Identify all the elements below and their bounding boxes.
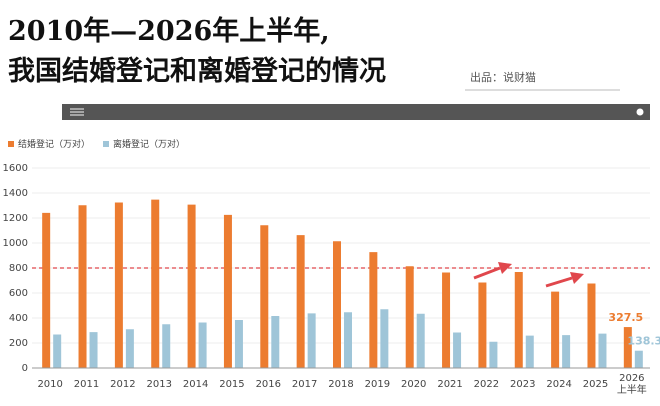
y-tick-label: 1200 (3, 213, 28, 224)
x-tick-label: 2026 上半年 (617, 373, 647, 396)
bar (333, 241, 341, 368)
bar (525, 335, 534, 368)
bar (514, 272, 523, 368)
header-bar (62, 104, 650, 120)
bar (416, 313, 425, 368)
bar (296, 235, 305, 368)
x-tick-label: 2018 (328, 379, 353, 390)
menu-icon (70, 108, 84, 116)
y-tick-label: 400 (9, 313, 28, 324)
bar (223, 214, 232, 368)
legend-label: 离婚登记（万对） (113, 138, 185, 150)
x-tick-label: 2022 (474, 379, 499, 390)
x-tick-label: 2021 (437, 379, 462, 390)
bar (162, 324, 171, 368)
bar (634, 350, 643, 368)
x-tick-label: 2020 (401, 379, 426, 390)
bar (260, 225, 269, 368)
bar (489, 341, 498, 368)
bar (78, 205, 87, 368)
x-tick-label: 2015 (219, 379, 244, 390)
y-tick-label: 1400 (3, 188, 28, 199)
value-label: 138.3 (627, 335, 660, 348)
trend-arrows (473, 262, 584, 288)
bar (369, 252, 378, 368)
bar (271, 316, 280, 368)
bar (114, 202, 123, 368)
legend-swatch (103, 141, 109, 147)
y-tick-label: 0 (22, 363, 28, 374)
x-tick-label: 2019 (365, 379, 390, 390)
y-tick-label: 1000 (3, 238, 28, 249)
bar (198, 322, 207, 368)
bar (234, 320, 243, 368)
x-tick-label: 2014 (183, 379, 208, 390)
value-label: 327.5 (608, 311, 643, 324)
bar (380, 309, 389, 368)
legend-label: 结婚登记（万对） (18, 138, 90, 150)
chart-title: 2010年—2026年上半年, (8, 15, 330, 47)
bar (478, 282, 487, 368)
x-tick-label: 2024 (546, 379, 571, 390)
x-tick-label: 2011 (74, 379, 99, 390)
bar (151, 199, 160, 368)
source: 出品：说财猫 (470, 70, 536, 84)
bar (42, 212, 51, 368)
bar (442, 272, 451, 368)
x-tick-label: 2012 (110, 379, 135, 390)
x-tick-label: 2023 (510, 379, 535, 390)
chart-subtitle: 我国结婚登记和离婚登记的情况 (8, 55, 386, 87)
bar (587, 283, 596, 368)
bar (125, 329, 134, 368)
x-tick-label: 2010 (37, 379, 62, 390)
y-tick-label: 600 (9, 288, 28, 299)
x-tick-label: 2016 (256, 379, 281, 390)
x-tick-label: 2017 (292, 379, 317, 390)
bar (551, 291, 560, 368)
bar (307, 313, 316, 368)
x-tick-label: 2013 (147, 379, 172, 390)
bar (53, 334, 62, 368)
y-tick-label: 200 (9, 338, 28, 349)
bar (623, 327, 632, 368)
bar (187, 204, 196, 368)
bar (405, 266, 414, 368)
bar (598, 333, 607, 368)
bar-dot (636, 108, 644, 116)
bar (453, 332, 462, 368)
bar (89, 332, 98, 368)
x-tick-label: 2025 (583, 379, 608, 390)
bar (562, 335, 571, 368)
y-tick-label: 1600 (3, 163, 28, 174)
y-tick-label: 800 (9, 263, 28, 274)
bar (344, 312, 352, 368)
legend-swatch (8, 141, 14, 147)
